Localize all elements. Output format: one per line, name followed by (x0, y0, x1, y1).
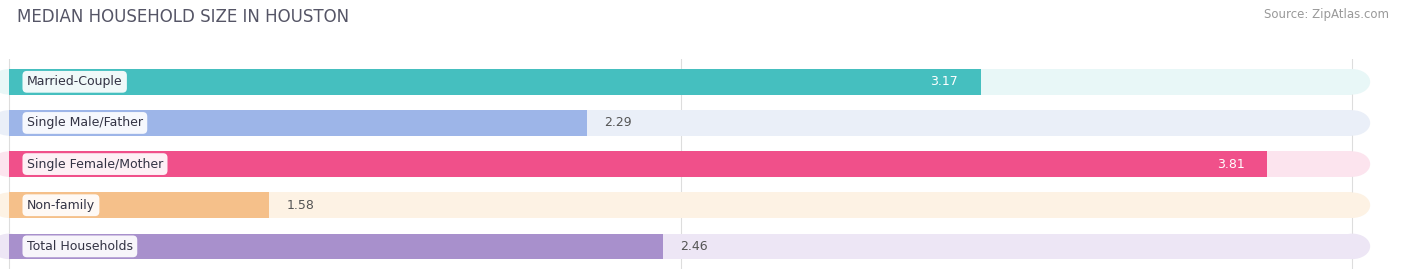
Ellipse shape (0, 193, 27, 218)
Bar (8, 151, 1353, 177)
Bar (8, 193, 1353, 218)
Ellipse shape (0, 69, 27, 95)
Ellipse shape (0, 151, 27, 177)
Ellipse shape (1334, 110, 1371, 136)
Bar (8, 193, 269, 218)
Bar (8, 69, 980, 95)
Ellipse shape (1334, 193, 1371, 218)
Ellipse shape (1334, 69, 1371, 95)
Ellipse shape (1334, 233, 1371, 259)
Text: 3.81: 3.81 (1218, 158, 1244, 171)
Bar (8, 233, 662, 259)
Text: Source: ZipAtlas.com: Source: ZipAtlas.com (1264, 8, 1389, 21)
Text: 3.17: 3.17 (931, 75, 959, 88)
Text: 1.58: 1.58 (287, 199, 315, 212)
Bar (8, 69, 1353, 95)
Text: 2.46: 2.46 (681, 240, 709, 253)
Text: Single Male/Father: Single Male/Father (27, 116, 143, 129)
Bar (8, 110, 1353, 136)
Ellipse shape (0, 110, 27, 136)
Bar (8, 110, 586, 136)
Text: Married-Couple: Married-Couple (27, 75, 122, 88)
Bar (8, 151, 1267, 177)
Ellipse shape (1334, 151, 1371, 177)
Bar (8, 233, 1353, 259)
Ellipse shape (0, 233, 27, 259)
Text: Non-family: Non-family (27, 199, 96, 212)
Text: Total Households: Total Households (27, 240, 132, 253)
Text: MEDIAN HOUSEHOLD SIZE IN HOUSTON: MEDIAN HOUSEHOLD SIZE IN HOUSTON (17, 8, 349, 26)
Text: 2.29: 2.29 (605, 116, 633, 129)
Text: Single Female/Mother: Single Female/Mother (27, 158, 163, 171)
